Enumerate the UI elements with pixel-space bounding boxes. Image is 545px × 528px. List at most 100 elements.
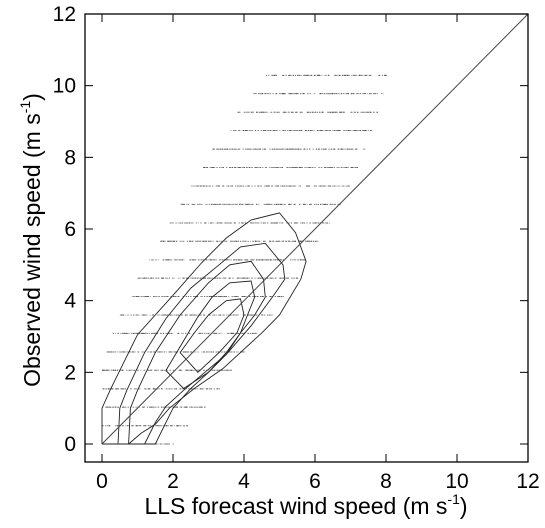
scatter-point	[272, 222, 274, 224]
scatter-point	[229, 277, 231, 279]
scatter-point	[354, 167, 356, 168]
scatter-point	[259, 259, 261, 261]
scatter-point	[220, 277, 222, 279]
scatter-point	[331, 203, 333, 205]
scatter-point	[336, 111, 338, 113]
scatter-point	[211, 369, 213, 371]
scatter-point	[226, 240, 228, 242]
scatter-point	[289, 130, 291, 131]
scatter-point	[118, 369, 120, 371]
scatter-point	[118, 351, 120, 353]
scatter-point	[310, 240, 312, 242]
scatter-point	[241, 240, 243, 242]
scatter-point	[312, 148, 314, 150]
scatter-point	[142, 332, 144, 334]
scatter-point	[216, 351, 218, 353]
scatter-point	[168, 351, 170, 353]
scatter-point	[271, 74, 273, 76]
scatter-point	[270, 240, 272, 242]
scatter-point	[351, 130, 353, 131]
scatter-point	[203, 185, 205, 187]
scatter-point	[162, 314, 164, 316]
scatter-point	[238, 277, 240, 279]
scatter-point	[149, 388, 151, 390]
scatter-point	[373, 111, 375, 113]
scatter-point	[144, 332, 146, 334]
scatter-point	[258, 148, 260, 150]
scatter-point	[203, 369, 205, 371]
scatter-point	[242, 185, 244, 187]
scatter-point	[313, 74, 315, 76]
scatter-point	[133, 351, 135, 353]
scatter-point	[174, 296, 176, 297]
scatter-point	[309, 222, 311, 224]
scatter-point	[230, 332, 232, 334]
scatter-point	[341, 148, 343, 150]
scatter-point	[184, 351, 186, 353]
scatter-point	[271, 185, 273, 187]
scatter-point	[219, 296, 221, 297]
scatter-point	[210, 388, 212, 390]
scatter-point	[370, 74, 372, 76]
scatter-point	[149, 369, 151, 371]
scatter-point	[193, 296, 195, 297]
scatter-point	[223, 148, 225, 150]
scatter-point	[157, 332, 159, 334]
scatter-point	[324, 203, 326, 205]
scatter-point	[194, 277, 196, 279]
scatter-point	[149, 296, 151, 297]
contour-line-c1	[101, 212, 307, 445]
scatter-point	[254, 277, 256, 279]
scatter-point	[169, 369, 171, 371]
scatter-point	[239, 185, 241, 187]
scatter-point	[168, 406, 170, 408]
scatter-point	[255, 148, 257, 150]
scatter-point	[186, 351, 188, 353]
scatter-point	[304, 259, 306, 261]
scatter-point	[357, 111, 359, 113]
scatter-point	[161, 277, 163, 279]
scatter-point	[186, 203, 188, 205]
scatter-point	[151, 406, 153, 408]
scatter-point	[260, 93, 262, 95]
scatter-point	[128, 406, 130, 408]
scatter-point	[104, 369, 106, 371]
scatter-point	[287, 185, 289, 187]
scatter-point	[155, 296, 157, 297]
scatter-point	[241, 130, 243, 131]
scatter-point	[116, 369, 118, 371]
scatter-point	[242, 222, 244, 224]
scatter-point	[176, 222, 178, 224]
scatter-point	[356, 167, 358, 168]
scatter-point	[339, 111, 341, 113]
scatter-point	[355, 167, 357, 168]
scatter-point	[175, 314, 177, 316]
scatter-point	[230, 167, 232, 168]
x-axis-label: LLS forecast wind speed (m s-1)	[144, 491, 467, 519]
scatter-point	[210, 277, 212, 279]
scatter-point	[248, 314, 250, 316]
scatter-point	[130, 425, 132, 427]
scatter-point	[257, 167, 259, 168]
scatter-point	[229, 259, 231, 261]
scatter-point	[176, 388, 178, 390]
scatter-point	[276, 222, 278, 224]
scatter-point	[301, 130, 303, 131]
scatter-point	[245, 130, 247, 131]
scatter-point	[249, 148, 251, 150]
scatter-point	[243, 332, 245, 334]
scatter-point	[216, 203, 218, 205]
scatter-point	[286, 167, 288, 168]
scatter-point	[192, 203, 194, 205]
scatter-point	[192, 277, 194, 279]
scatter-point	[205, 259, 207, 261]
scatter-point	[212, 351, 214, 353]
scatter-point	[294, 203, 296, 205]
scatter-point	[322, 130, 324, 131]
scatter-point	[228, 185, 230, 187]
scatter-point	[124, 332, 126, 334]
scatter-point	[334, 130, 336, 131]
scatter-point	[165, 277, 167, 279]
scatter-point	[168, 277, 170, 279]
scatter-point	[143, 406, 145, 408]
